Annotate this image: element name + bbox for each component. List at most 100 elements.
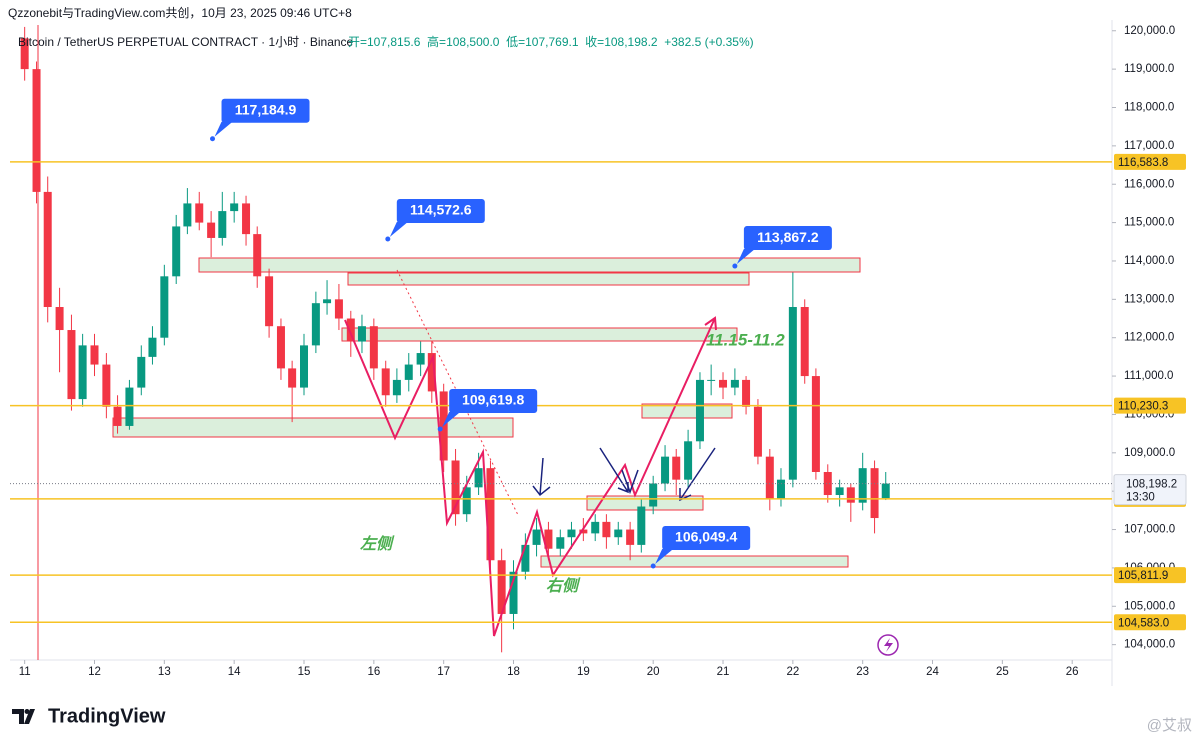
callout-label: 114,572.6 bbox=[410, 202, 472, 218]
candle-body bbox=[32, 69, 41, 192]
candle-body bbox=[392, 379, 401, 396]
candle-body bbox=[67, 330, 76, 400]
last-price-time: 13:30 bbox=[1126, 492, 1155, 504]
callout-label: 113,867.2 bbox=[757, 229, 819, 245]
x-tick-label: 24 bbox=[926, 666, 939, 678]
candle-body bbox=[649, 483, 658, 507]
candle-body bbox=[497, 560, 506, 614]
candle-body bbox=[160, 276, 169, 338]
arrow bbox=[679, 447, 716, 502]
arrows bbox=[532, 447, 716, 502]
alert-bolt bbox=[884, 638, 893, 652]
zigzag bbox=[344, 317, 716, 637]
x-tick-label: 19 bbox=[577, 666, 590, 678]
candle-body bbox=[55, 307, 64, 331]
x-tick-label: 11 bbox=[19, 666, 31, 678]
candle-body bbox=[800, 307, 809, 377]
candle-body bbox=[556, 537, 565, 549]
level-label: 110,230.3 bbox=[1118, 401, 1168, 413]
candle-body bbox=[357, 326, 366, 342]
candle-body bbox=[765, 456, 774, 499]
candle-body bbox=[579, 529, 588, 534]
arrow bbox=[599, 447, 629, 494]
candle-body bbox=[218, 211, 227, 238]
candle-body bbox=[183, 203, 192, 227]
x-tick-label: 18 bbox=[507, 666, 520, 678]
callout-point bbox=[650, 563, 656, 569]
y-tick-label: 114,000.0 bbox=[1124, 255, 1174, 267]
candle-body bbox=[265, 276, 274, 327]
candle-body bbox=[43, 191, 52, 308]
candle-body bbox=[381, 368, 390, 396]
candle-body bbox=[439, 391, 448, 461]
alert-icon[interactable] bbox=[877, 634, 899, 656]
candle-body bbox=[369, 326, 378, 369]
candle-body bbox=[684, 441, 693, 480]
y-tick-label: 119,000.0 bbox=[1124, 63, 1174, 75]
zone bbox=[347, 272, 750, 286]
candle-body bbox=[858, 468, 867, 503]
candle-body bbox=[776, 479, 785, 499]
candle-body bbox=[532, 529, 541, 545]
candle-body bbox=[730, 379, 739, 388]
candle-body bbox=[404, 364, 413, 380]
callout-label: 106,049.4 bbox=[675, 529, 737, 545]
y-tick-label: 109,000.0 bbox=[1124, 447, 1175, 459]
y-tick-label: 104,000.0 bbox=[1124, 639, 1175, 651]
candle-body bbox=[323, 299, 332, 304]
y-tick-label: 120,000.0 bbox=[1124, 25, 1175, 37]
logo: TradingView bbox=[12, 705, 166, 727]
candle-body bbox=[742, 379, 751, 407]
zone bbox=[341, 327, 738, 342]
note: 左侧 bbox=[360, 535, 395, 553]
candle-body bbox=[788, 307, 797, 480]
candle-body bbox=[544, 529, 553, 549]
x-tick-label: 21 bbox=[717, 666, 730, 678]
candle-body bbox=[591, 521, 600, 534]
callout-label: 109,619.8 bbox=[462, 392, 524, 408]
logo-text: TradingView bbox=[48, 705, 166, 727]
symbol: Bitcoin / TetherUS PERPETUAL CONTRACT · … bbox=[18, 35, 354, 49]
candle-body bbox=[719, 379, 728, 388]
x-tick-label: 25 bbox=[996, 666, 1009, 678]
level-tag bbox=[1114, 567, 1186, 584]
callout-pointer bbox=[655, 549, 674, 565]
callout-pointer bbox=[736, 249, 755, 265]
note: 右侧 bbox=[546, 577, 581, 595]
level-tag bbox=[1114, 397, 1186, 414]
watermark: @艾叔 bbox=[1147, 717, 1192, 734]
candle-body bbox=[521, 544, 530, 572]
candle-body bbox=[311, 303, 320, 346]
callout-box bbox=[396, 198, 485, 223]
candle-body bbox=[451, 460, 460, 515]
candle-body bbox=[78, 345, 87, 400]
callout-point bbox=[437, 426, 443, 432]
candle-body bbox=[334, 299, 343, 319]
level-label: 105,811.9 bbox=[1118, 570, 1168, 582]
candle-body bbox=[509, 571, 518, 614]
candle-body bbox=[195, 203, 204, 223]
y-tick-label: 105,000.0 bbox=[1124, 600, 1175, 612]
x-tick-label: 13 bbox=[158, 666, 171, 678]
candle-body bbox=[823, 471, 832, 496]
zone bbox=[641, 403, 733, 419]
candle-body bbox=[811, 376, 820, 472]
candle-body bbox=[230, 203, 239, 212]
callout-box bbox=[449, 389, 538, 414]
source: Qzzonebit与TradingView.com共创，10月 23, 2025… bbox=[8, 6, 352, 20]
x-tick-label: 12 bbox=[88, 666, 101, 678]
callout-pointer bbox=[442, 412, 461, 428]
logo-dot bbox=[24, 709, 30, 714]
candle-body bbox=[474, 468, 483, 488]
candle-body bbox=[707, 379, 716, 381]
candle-body bbox=[172, 226, 181, 277]
header-line: Bitcoin / TetherUS PERPETUAL CONTRACT · … bbox=[18, 34, 754, 49]
arrow bbox=[621, 469, 639, 495]
candle-body bbox=[148, 337, 157, 357]
note: 11.15-11.2 bbox=[706, 330, 785, 349]
y-tick-label: 118,000.0 bbox=[1124, 102, 1174, 114]
y-tick-label: 117,000.0 bbox=[1124, 140, 1174, 152]
callout-point bbox=[732, 263, 738, 269]
candle-body bbox=[207, 222, 216, 238]
candle-body bbox=[416, 353, 425, 365]
